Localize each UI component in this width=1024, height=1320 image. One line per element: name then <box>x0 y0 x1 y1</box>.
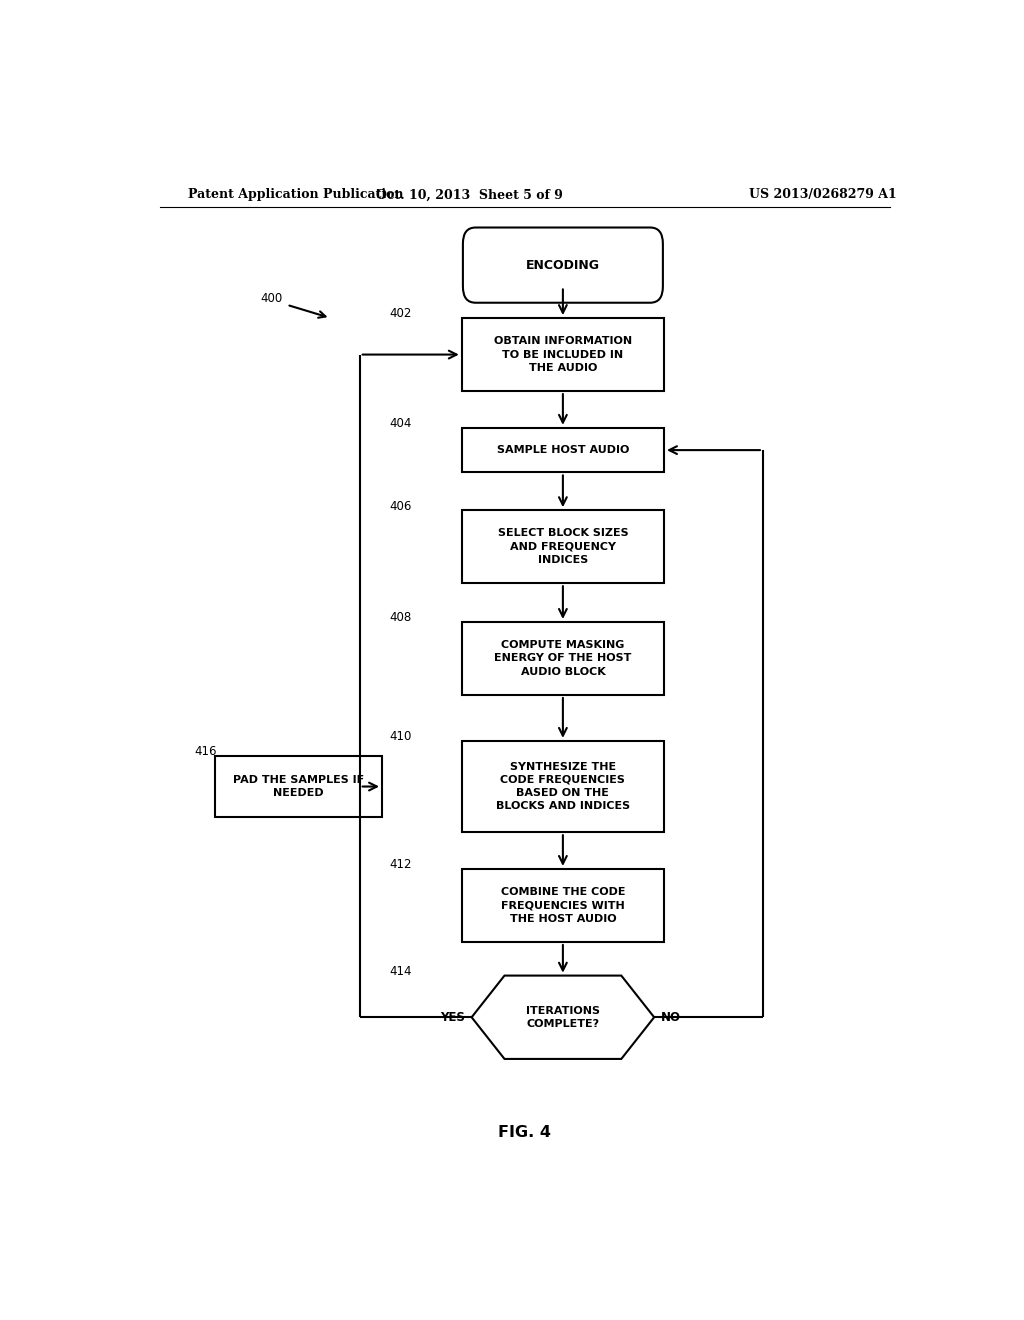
Text: 406: 406 <box>390 499 412 512</box>
FancyBboxPatch shape <box>462 869 665 942</box>
FancyBboxPatch shape <box>462 510 665 583</box>
Text: COMBINE THE CODE
FREQUENCIES WITH
THE HOST AUDIO: COMBINE THE CODE FREQUENCIES WITH THE HO… <box>501 887 625 924</box>
Text: COMPUTE MASKING
ENERGY OF THE HOST
AUDIO BLOCK: COMPUTE MASKING ENERGY OF THE HOST AUDIO… <box>495 640 632 677</box>
Text: SAMPLE HOST AUDIO: SAMPLE HOST AUDIO <box>497 445 629 455</box>
Text: Patent Application Publication: Patent Application Publication <box>187 189 403 202</box>
Text: US 2013/0268279 A1: US 2013/0268279 A1 <box>749 189 896 202</box>
FancyBboxPatch shape <box>462 622 665 696</box>
Text: Oct. 10, 2013  Sheet 5 of 9: Oct. 10, 2013 Sheet 5 of 9 <box>376 189 562 202</box>
Polygon shape <box>472 975 654 1059</box>
Text: FIG. 4: FIG. 4 <box>499 1125 551 1139</box>
Text: OBTAIN INFORMATION
TO BE INCLUDED IN
THE AUDIO: OBTAIN INFORMATION TO BE INCLUDED IN THE… <box>494 337 632 372</box>
FancyBboxPatch shape <box>462 741 665 833</box>
FancyBboxPatch shape <box>463 227 663 302</box>
Text: SYNTHESIZE THE
CODE FREQUENCIES
BASED ON THE
BLOCKS AND INDICES: SYNTHESIZE THE CODE FREQUENCIES BASED ON… <box>496 762 630 812</box>
Text: 410: 410 <box>390 730 412 743</box>
Text: 404: 404 <box>390 417 412 430</box>
Text: ENCODING: ENCODING <box>526 259 600 272</box>
Text: YES: YES <box>440 1011 465 1024</box>
FancyBboxPatch shape <box>462 428 665 473</box>
Text: NO: NO <box>660 1011 681 1024</box>
Text: SELECT BLOCK SIZES
AND FREQUENCY
INDICES: SELECT BLOCK SIZES AND FREQUENCY INDICES <box>498 528 628 565</box>
Text: ITERATIONS
COMPLETE?: ITERATIONS COMPLETE? <box>526 1006 600 1028</box>
Text: 416: 416 <box>195 746 217 759</box>
FancyBboxPatch shape <box>215 756 382 817</box>
Text: 402: 402 <box>390 308 412 321</box>
FancyBboxPatch shape <box>462 318 665 391</box>
Text: 412: 412 <box>389 858 412 871</box>
Text: 400: 400 <box>260 292 283 305</box>
Text: PAD THE SAMPLES IF
NEEDED: PAD THE SAMPLES IF NEEDED <box>233 775 365 799</box>
Text: 414: 414 <box>389 965 412 978</box>
Text: 408: 408 <box>390 611 412 624</box>
